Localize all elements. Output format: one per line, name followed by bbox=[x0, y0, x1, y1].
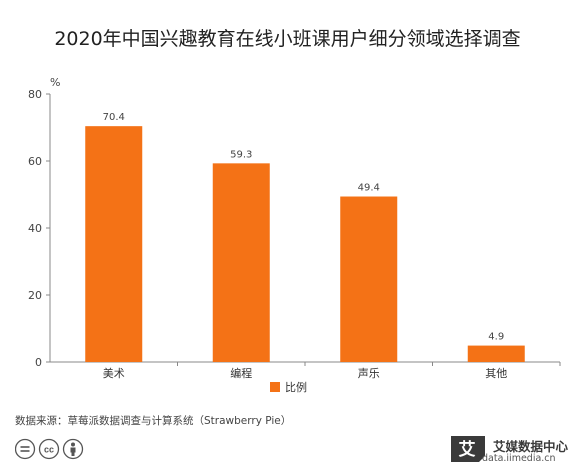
chart-title: 2020年中国兴趣教育在线小班课用户细分领域选择调查 bbox=[54, 28, 521, 50]
data-label: 49.4 bbox=[358, 183, 380, 194]
bar-声乐 bbox=[340, 196, 398, 362]
legend-label: 比例 bbox=[285, 380, 307, 394]
y-axis-label: % bbox=[50, 76, 60, 89]
svg-text:cc: cc bbox=[44, 445, 54, 455]
y-tick-label: 40 bbox=[28, 222, 42, 235]
data-label: 59.3 bbox=[230, 149, 252, 160]
bar-编程 bbox=[212, 163, 270, 362]
y-tick-label: 20 bbox=[28, 289, 42, 302]
license-icons: cc bbox=[14, 437, 95, 465]
brand-glyph: 艾 bbox=[459, 439, 476, 460]
brand-url: data.iimedia.cn bbox=[482, 453, 556, 464]
data-label: 4.9 bbox=[488, 332, 504, 343]
data-label: 70.4 bbox=[103, 112, 125, 123]
legend-swatch bbox=[270, 382, 280, 392]
x-tick-label: 声乐 bbox=[358, 366, 380, 380]
brand-name: 艾媒数据中心 bbox=[493, 439, 569, 454]
y-tick-label: 0 bbox=[35, 356, 42, 369]
data-source: 数据来源：草莓派数据调查与计算系统（Strawberry Pie） bbox=[15, 415, 292, 427]
x-tick-label: 美术 bbox=[103, 367, 125, 380]
x-tick-label: 编程 bbox=[230, 366, 252, 380]
bar-美术 bbox=[85, 126, 143, 362]
x-tick-label: 其他 bbox=[485, 367, 507, 380]
equals-icon bbox=[14, 438, 36, 460]
cc-icon: cc bbox=[38, 438, 60, 460]
y-tick-label: 80 bbox=[28, 88, 42, 101]
brand-logo: 艾 bbox=[449, 434, 489, 468]
bar-其他 bbox=[467, 345, 525, 362]
y-tick-label: 60 bbox=[28, 155, 42, 168]
person-icon bbox=[62, 438, 84, 460]
